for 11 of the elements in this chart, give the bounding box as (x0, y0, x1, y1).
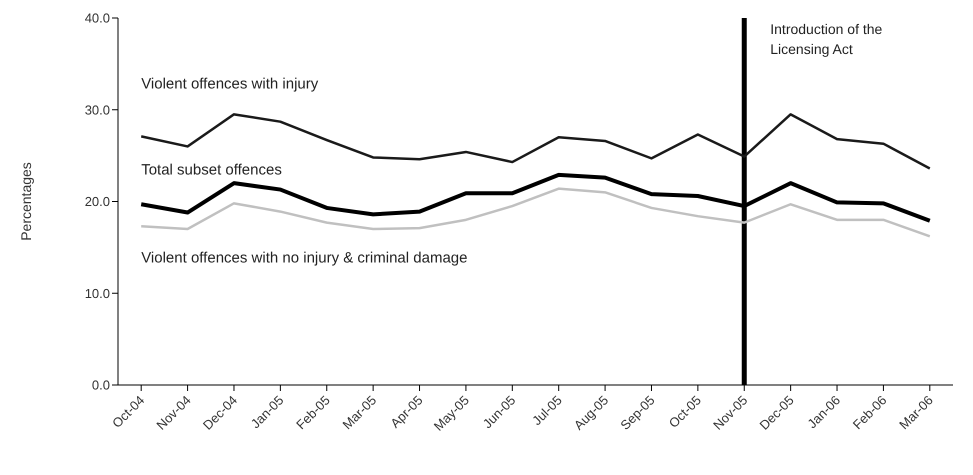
series-label: Total subset offences (141, 161, 282, 178)
y-tick-label: 40.0 (84, 10, 110, 26)
y-tick-label: 10.0 (84, 286, 110, 301)
y-axis-title: Percentages (18, 162, 34, 241)
y-tick-label: 20.0 (84, 194, 110, 210)
text: Violent offences with injury (141, 75, 319, 92)
line-series (140, 187, 932, 238)
ref-line-label: Introduction of the Licensing Act (770, 21, 883, 57)
series-label: Violent offences with no injury & criminal damage (141, 249, 468, 266)
y-tick-label: 0.0 (92, 378, 110, 393)
y-tick-label: 30.0 (84, 102, 110, 118)
